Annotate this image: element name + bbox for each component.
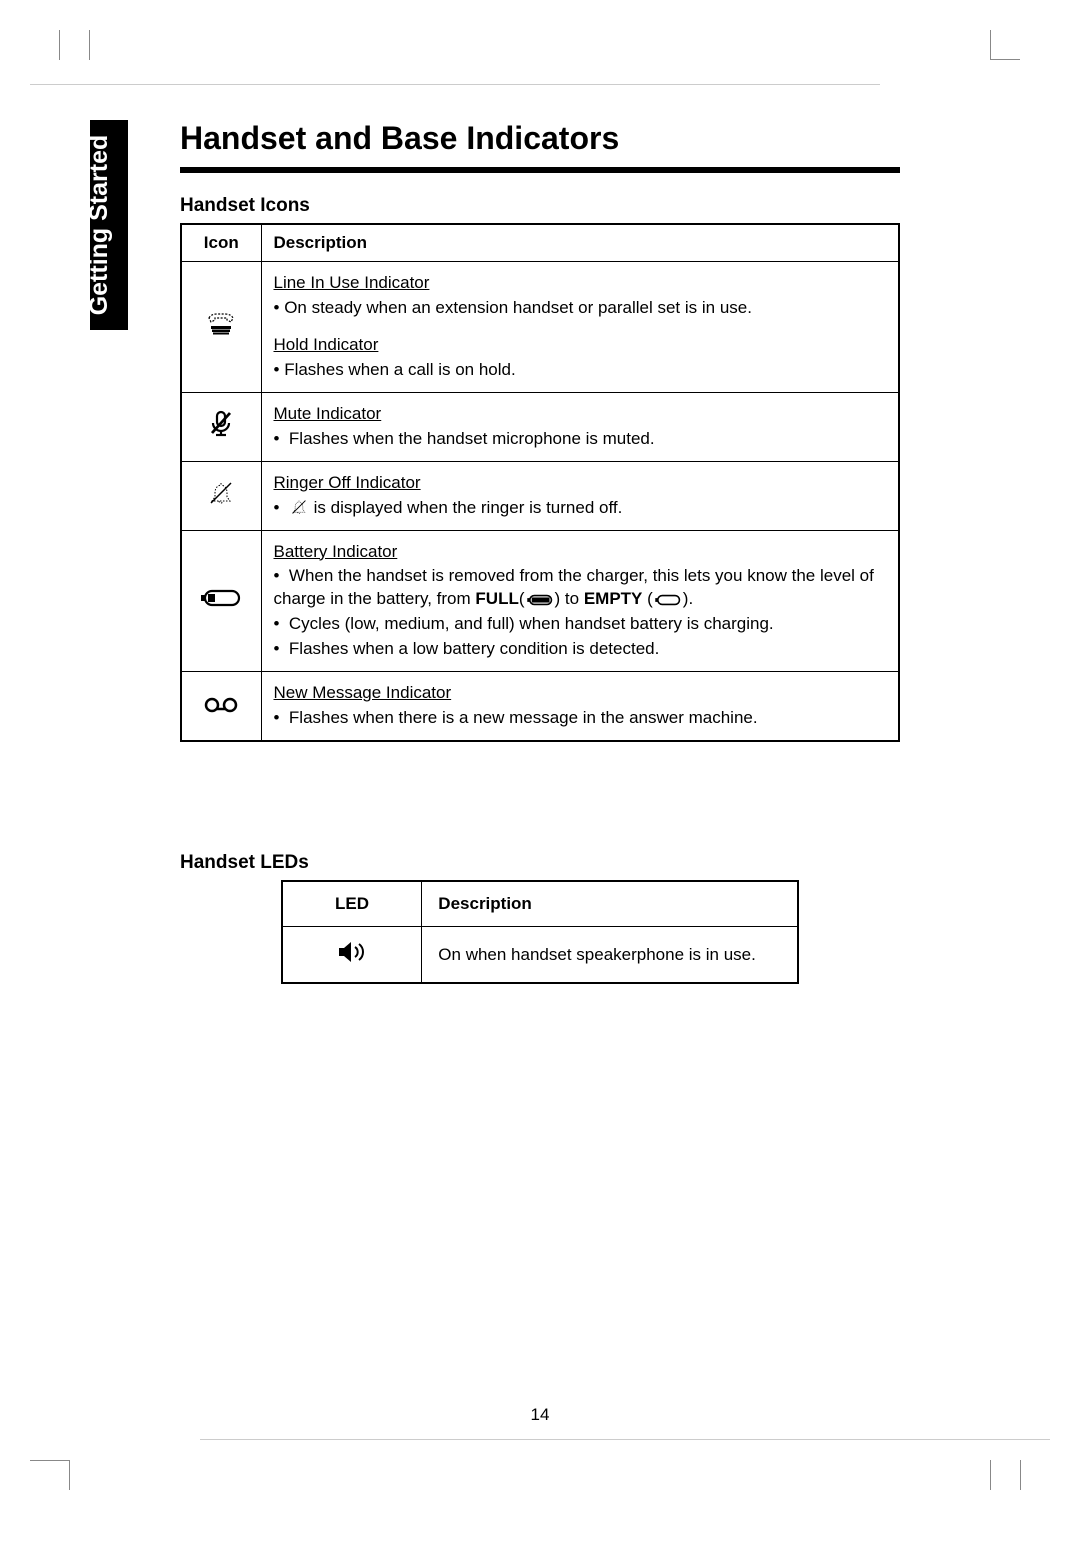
desc-bullet: Flashes when a call is on hold.	[284, 360, 516, 379]
new-message-desc: New Message Indicator • Flashes when the…	[261, 672, 899, 741]
desc-title: Hold Indicator	[274, 335, 379, 354]
battery-desc: Battery Indicator • When the handset is …	[261, 530, 899, 672]
desc-bullet: Flashes when the handset microphone is m…	[289, 429, 655, 448]
line-in-use-icon	[181, 262, 261, 393]
page-content: Handset and Base Indicators Handset Icon…	[180, 120, 900, 984]
desc-bullet: Flashes when there is a new message in t…	[289, 708, 758, 727]
to-label: to	[560, 589, 584, 608]
title-rule	[180, 167, 900, 173]
leds-header-led: LED	[282, 881, 422, 927]
handset-icons-table: Icon Description Line In Use Indica	[180, 223, 900, 742]
leds-section-title: Handset LEDs	[180, 852, 900, 874]
desc-bullet: is displayed when the ringer is turned o…	[309, 498, 622, 517]
line-in-use-desc: Line In Use Indicator • On steady when a…	[261, 262, 899, 393]
desc-title: Ringer Off Indicator	[274, 473, 421, 492]
leds-header-desc: Description	[422, 881, 798, 927]
speaker-desc: On when handset speakerphone is in use.	[422, 927, 798, 984]
ringer-off-icon	[181, 461, 261, 530]
desc-title: Battery Indicator	[274, 542, 398, 561]
desc-title: Line In Use Indicator	[274, 273, 430, 292]
desc-title: Mute Indicator	[274, 404, 382, 423]
full-label: FULL	[475, 589, 518, 608]
desc-bullet: On steady when an extension handset or p…	[284, 298, 752, 317]
desc-title: New Message Indicator	[274, 683, 452, 702]
icons-header-desc: Description	[261, 224, 899, 262]
new-message-icon	[181, 672, 261, 741]
battery-icon	[181, 530, 261, 672]
icons-header-icon: Icon	[181, 224, 261, 262]
page-title: Handset and Base Indicators	[180, 120, 900, 157]
sidebar-label: Getting Started	[85, 125, 114, 325]
empty-label: EMPTY	[584, 589, 643, 608]
speaker-icon	[282, 927, 422, 984]
mute-desc: Mute Indicator • Flashes when the handse…	[261, 392, 899, 461]
icons-section-title: Handset Icons	[180, 195, 900, 217]
page-number: 14	[0, 1405, 1080, 1425]
handset-leds-table: LED Description On when handset s	[281, 880, 799, 984]
desc-bullet: Flashes when a low battery condition is …	[289, 639, 659, 658]
mute-icon	[181, 392, 261, 461]
desc-bullet: Cycles (low, medium, and full) when hand…	[289, 614, 774, 633]
ringer-off-desc: Ringer Off Indicator • is displayed when…	[261, 461, 899, 530]
end: .	[688, 589, 693, 608]
